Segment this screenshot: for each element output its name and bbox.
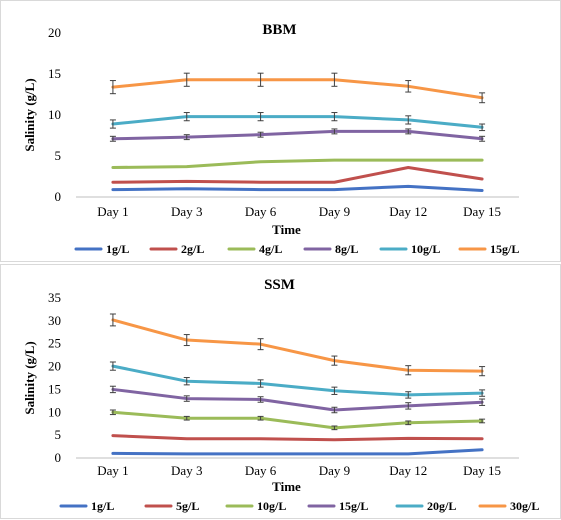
series-line [113, 389, 482, 410]
series-10g-per-L [110, 410, 485, 430]
y-tick-label: 20 [48, 25, 61, 40]
chart-title: BBM [262, 22, 296, 38]
series-15g-per-L [110, 386, 485, 413]
x-tick-label: Day 15 [463, 204, 501, 219]
y-tick-label: 15 [48, 66, 61, 81]
legend-label: 1g/L [106, 242, 129, 256]
x-tick-label: Day 3 [171, 204, 202, 219]
series-5g-per-L [113, 436, 482, 440]
chart-svg: BBM 0 5 10 15 20 Day 1 Day 3 Day 6 Day 9 Day 12 Day… [1, 1, 561, 263]
series-1g-per-L [113, 450, 482, 454]
legend-item: 15g/L [460, 242, 519, 256]
legend-item: 2g/L [151, 242, 204, 256]
y-axis-label: Salinity (g/L) [22, 341, 37, 414]
series-line [113, 131, 482, 138]
legend-item: 15g/L [309, 499, 368, 513]
series-15g-per-L [110, 73, 485, 103]
legend-label: 15g/L [339, 499, 368, 513]
series-1g-per-L [113, 186, 482, 190]
y-tick-label: 0 [55, 450, 62, 465]
legend-item: 20g/L [397, 499, 456, 513]
x-tick-label: Day 15 [463, 463, 501, 478]
x-tick-label: Day 12 [389, 204, 427, 219]
series-line [113, 450, 482, 454]
x-tick-label: Day 3 [171, 463, 202, 478]
x-tick-label: Day 1 [97, 463, 128, 478]
series-20g-per-L [110, 362, 485, 398]
legend-item: 10g/L [227, 499, 286, 513]
series-line [113, 412, 482, 428]
y-tick-label: 5 [55, 427, 62, 442]
series-line [113, 167, 482, 182]
y-tick-label: 10 [48, 404, 61, 419]
y-tick-label: 0 [55, 189, 62, 204]
y-tick-label: 25 [48, 336, 61, 351]
series-30g-per-L [110, 314, 485, 376]
x-axis-label: Time [272, 222, 301, 237]
legend-label: 4g/L [259, 242, 282, 256]
legend-label: 10g/L [257, 499, 286, 513]
legend-label: 2g/L [181, 242, 204, 256]
legend-label: 5g/L [176, 499, 199, 513]
y-tick-label: 20 [48, 359, 61, 374]
legend-label: 10g/L [411, 242, 440, 256]
legend-item: 1g/L [76, 242, 129, 256]
series-line [113, 80, 482, 98]
x-tick-label: Day 12 [389, 463, 427, 478]
legend-item: 5g/L [146, 499, 199, 513]
legend-label: 15g/L [490, 242, 519, 256]
y-axis-label: Salinity (g/L) [22, 78, 37, 151]
series-line [113, 117, 482, 128]
y-tick-label: 30 [48, 313, 61, 328]
legend-label: 8g/L [335, 242, 358, 256]
series-line [113, 160, 482, 167]
chart-panel-ssm: SSM 0 5 10 15 20 25 30 35 Day 1 Day 3 Day 6 Day 9 Day… [0, 264, 561, 519]
series-4g-per-L [113, 160, 482, 167]
x-tick-label: Day 6 [245, 463, 277, 478]
series-10g-per-L [110, 113, 485, 131]
series-line [113, 186, 482, 190]
legend-item: 1g/L [61, 499, 114, 513]
series-2g-per-L [113, 167, 482, 182]
y-tick-label: 10 [48, 107, 61, 122]
legend-item: 30g/L [480, 499, 539, 513]
x-tick-label: Day 9 [319, 463, 350, 478]
y-tick-label: 35 [48, 290, 61, 305]
series-line [113, 320, 482, 371]
chart-panel-bbm: BBM 0 5 10 15 20 Day 1 Day 3 Day 6 Day 9 Day 12 Day… [0, 0, 561, 262]
chart-title: SSM [264, 277, 295, 293]
legend-item: 4g/L [229, 242, 282, 256]
y-tick-label: 5 [55, 148, 62, 163]
x-tick-label: Day 9 [319, 204, 350, 219]
y-tick-label: 15 [48, 381, 61, 396]
legend-label: 30g/L [510, 499, 539, 513]
x-tick-label: Day 1 [97, 204, 128, 219]
legend-item: 10g/L [381, 242, 440, 256]
series-8g-per-L [110, 129, 485, 141]
legend-label: 20g/L [427, 499, 456, 513]
legend-item: 8g/L [305, 242, 358, 256]
chart-svg: SSM 0 5 10 15 20 25 30 35 Day 1 Day 3 Day 6 Day 9 Day… [1, 265, 561, 520]
x-axis-label: Time [272, 479, 301, 494]
x-tick-label: Day 6 [245, 204, 277, 219]
legend-label: 1g/L [91, 499, 114, 513]
series-line [113, 436, 482, 440]
